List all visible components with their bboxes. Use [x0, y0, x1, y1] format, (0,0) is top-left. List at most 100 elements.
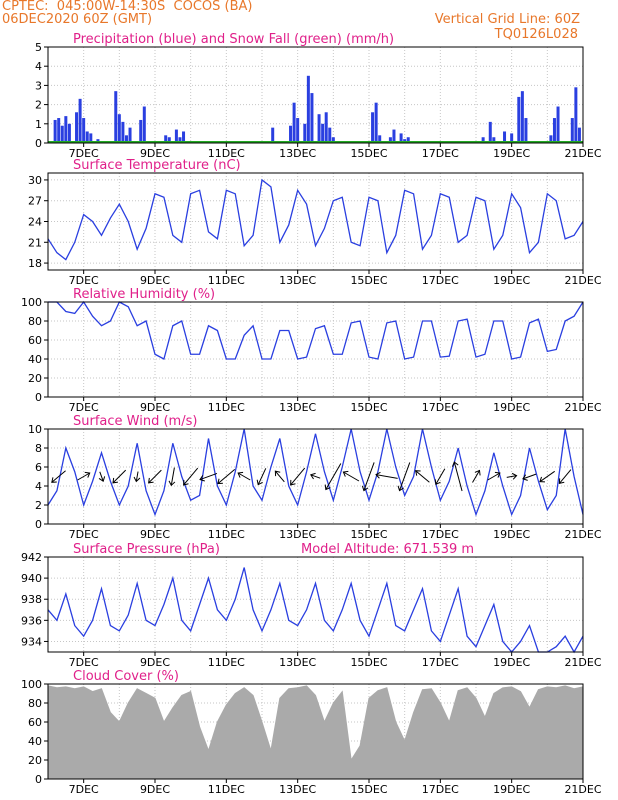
- precip-bar: [57, 118, 61, 143]
- x-tick-label: 7DEC: [69, 528, 99, 541]
- x-tick-label: 7DEC: [69, 274, 99, 287]
- wind-arrow: [451, 461, 463, 492]
- precip-bar: [492, 137, 496, 143]
- cloud-area: [47, 685, 584, 780]
- precip-bar: [128, 127, 132, 143]
- y-tick-label: 20: [28, 754, 42, 767]
- precip-bar: [331, 137, 335, 143]
- y-tick-label: 6: [35, 461, 42, 474]
- precip-bar: [517, 96, 521, 143]
- x-tick-label: 21DEC: [564, 274, 601, 287]
- wind-arrow-shaft: [435, 468, 446, 485]
- x-tick-label: 19DEC: [493, 783, 530, 796]
- x-tick-label: 19DEC: [493, 528, 530, 541]
- precip-bar: [292, 102, 296, 143]
- x-tick-label: 17DEC: [422, 783, 459, 796]
- y-tick-label: 4: [35, 480, 42, 493]
- x-tick-label: 19DEC: [493, 274, 530, 287]
- wind-arrow: [199, 472, 218, 482]
- precip-bar: [167, 137, 171, 143]
- wind-arrow-shaft: [343, 471, 360, 482]
- x-tick-label: 11DEC: [208, 147, 245, 160]
- x-tick-label: 7DEC: [69, 147, 99, 160]
- wind-arrow-shaft: [170, 467, 175, 486]
- plot-frame: [47, 172, 584, 271]
- x-tick-label: 9DEC: [140, 783, 170, 796]
- x-tick-label: 11DEC: [208, 656, 245, 669]
- x-tick-label: 11DEC: [208, 783, 245, 796]
- wind-arrow-head: [199, 475, 205, 482]
- precip-bar: [574, 87, 578, 143]
- wind-arrow: [310, 472, 321, 480]
- wind-arrow-shaft: [148, 469, 162, 484]
- wind-arrow-head: [98, 476, 106, 482]
- y-tick-label: 27: [28, 195, 42, 208]
- wind-arrow: [324, 463, 342, 491]
- precip-bar: [556, 106, 560, 143]
- x-tick-label: 9DEC: [140, 274, 170, 287]
- x-tick-label: 15DEC: [350, 401, 387, 414]
- x-tick-label: 21DEC: [564, 528, 601, 541]
- y-tick-label: 10: [28, 423, 42, 436]
- wind-arrow-head: [112, 477, 118, 484]
- wind-arrow-head: [375, 471, 381, 479]
- x-tick-label: 15DEC: [350, 783, 387, 796]
- precip-bar: [503, 131, 507, 143]
- wind-arrow-shaft: [183, 467, 199, 486]
- wind-arrow-shaft: [399, 462, 411, 491]
- plot-frame: [47, 556, 584, 653]
- precip-bar: [53, 119, 57, 143]
- wind-arrow: [539, 470, 555, 483]
- panel-title: Surface Wind (m/s): [73, 414, 197, 429]
- precip-bar: [164, 135, 168, 143]
- wind-arrow: [375, 471, 398, 479]
- precip-bar: [321, 123, 325, 143]
- y-tick-label: 4: [35, 60, 42, 73]
- wind-arrow: [98, 471, 106, 482]
- header-grid-note: Vertical Grid Line: 60Z: [434, 12, 580, 27]
- wind-arrow-head: [274, 470, 281, 477]
- wind-arrow: [133, 471, 141, 483]
- y-tick-label: 942: [21, 551, 42, 564]
- wind-arrow-shaft: [199, 472, 218, 481]
- panel-6: 0 20 40 60 80 100 7DEC 9DEC 11DEC 13DEC 15DEC 17DEC…: [21, 669, 602, 796]
- wind-arrow-head: [474, 469, 481, 476]
- y-tick-label: 8: [35, 442, 42, 455]
- x-tick-label: 17DEC: [422, 401, 459, 414]
- precip-bar: [392, 129, 396, 143]
- panel-2: 18 21 24 27 30 7DEC 9DEC 11DEC 13DEC 15DEC 17DEC 19…: [28, 158, 602, 287]
- wind-arrow: [256, 468, 267, 486]
- x-tick-label: 11DEC: [208, 274, 245, 287]
- panel-title: Precipitation (blue) and Snow Fall (gree…: [73, 32, 394, 47]
- wind-arrow: [148, 469, 162, 484]
- wind-arrow-shaft: [237, 472, 251, 481]
- wind-arrow: [472, 469, 481, 483]
- wind-arrow: [414, 470, 430, 483]
- wind-arrow: [274, 470, 285, 483]
- panel-4: 0 2 4 6 8 10 7DEC 9DEC 11DEC 13DEC 15DEC 17DEC 19DEC…: [28, 414, 602, 541]
- precip-bar: [549, 135, 553, 143]
- precip-bar: [324, 112, 328, 143]
- precip-bar: [378, 135, 382, 143]
- x-tick-label: 9DEC: [140, 147, 170, 160]
- y-tick-label: 0: [35, 518, 42, 531]
- x-tick-label: 15DEC: [350, 528, 387, 541]
- wind-arrow: [361, 462, 375, 492]
- wind-arrow-head: [51, 477, 57, 483]
- x-tick-label: 21DEC: [564, 401, 601, 414]
- precip-bar: [552, 118, 556, 143]
- y-tick-label: 934: [21, 635, 42, 648]
- x-tick-label: 13DEC: [279, 528, 316, 541]
- wind-arrow-shaft: [558, 469, 572, 484]
- panel-title: Surface Temperature (nC): [73, 158, 241, 173]
- panel-title: Relative Humidity (%): [73, 287, 215, 302]
- precip-bar: [303, 123, 307, 143]
- wind-arrow: [168, 467, 176, 487]
- panel-3: 0 20 40 60 80 100 7DEC 9DEC 11DEC 13DEC 15DEC 17DEC…: [21, 287, 602, 414]
- x-tick-label: 13DEC: [279, 656, 316, 669]
- x-tick-label: 19DEC: [493, 656, 530, 669]
- wind-arrow-shaft: [51, 470, 66, 483]
- x-tick-label: 19DEC: [493, 401, 530, 414]
- wind-arrow-head: [168, 480, 176, 487]
- wind-arrow-head: [148, 477, 154, 484]
